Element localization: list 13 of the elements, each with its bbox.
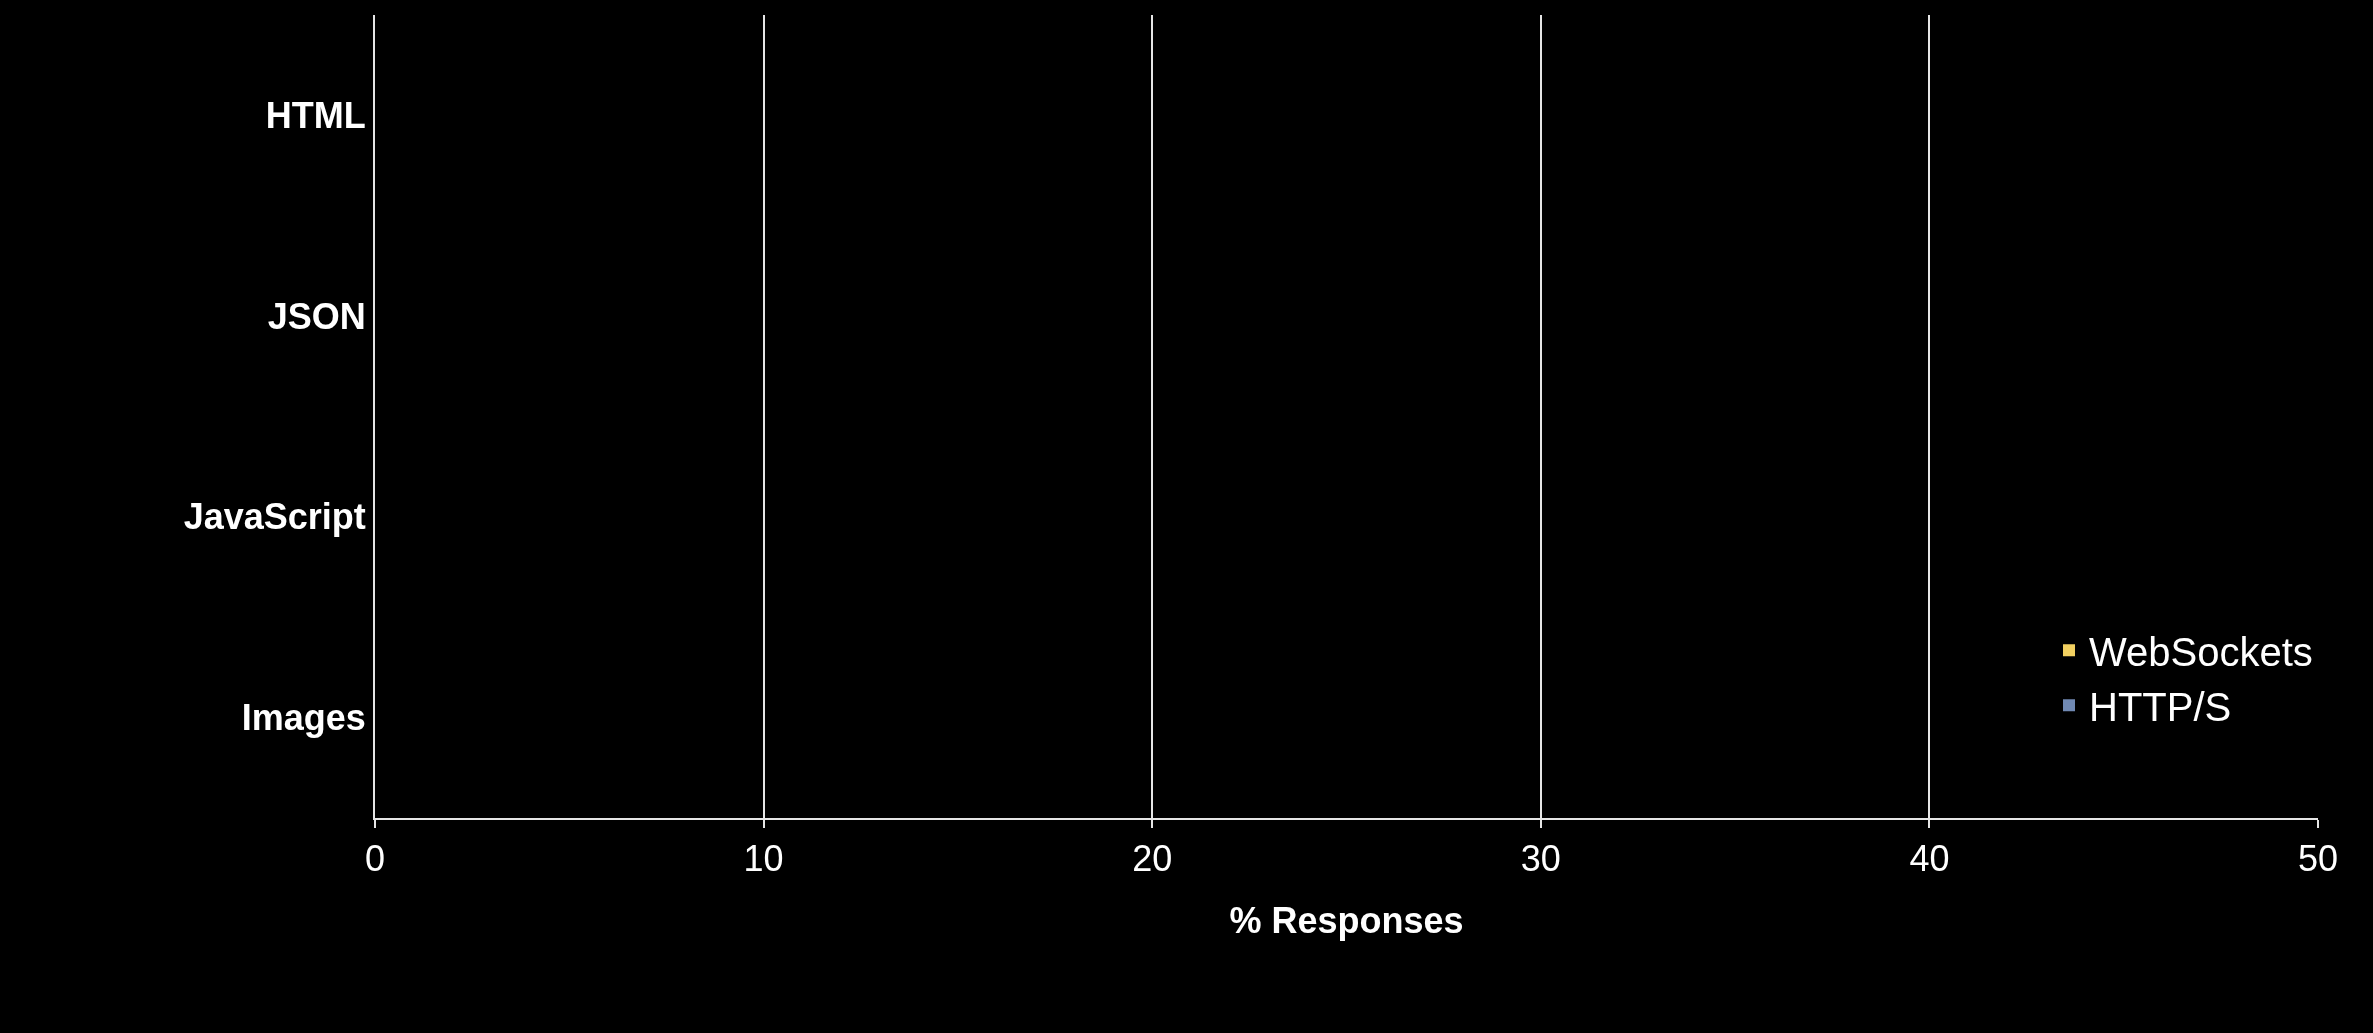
legend-label: WebSockets [2089, 629, 2313, 674]
x-axis-title: % Responses [1229, 900, 1464, 942]
x-tick-label: 50 [2297, 838, 2339, 880]
x-tick-label: 40 [1909, 838, 1950, 880]
y-tick-label: Images [241, 697, 366, 739]
y-tick-label: HTML [265, 94, 366, 136]
y-tick-label: JavaScript [183, 496, 366, 538]
x-tick-label: 20 [1132, 838, 1173, 880]
x-tick-label: 10 [743, 838, 784, 880]
x-tick-label: 0 [364, 838, 386, 880]
x-tick-label: 30 [1520, 838, 1561, 880]
y-tick-label: JSON [267, 295, 366, 337]
legend-label: HTTP/S [2089, 684, 2232, 729]
